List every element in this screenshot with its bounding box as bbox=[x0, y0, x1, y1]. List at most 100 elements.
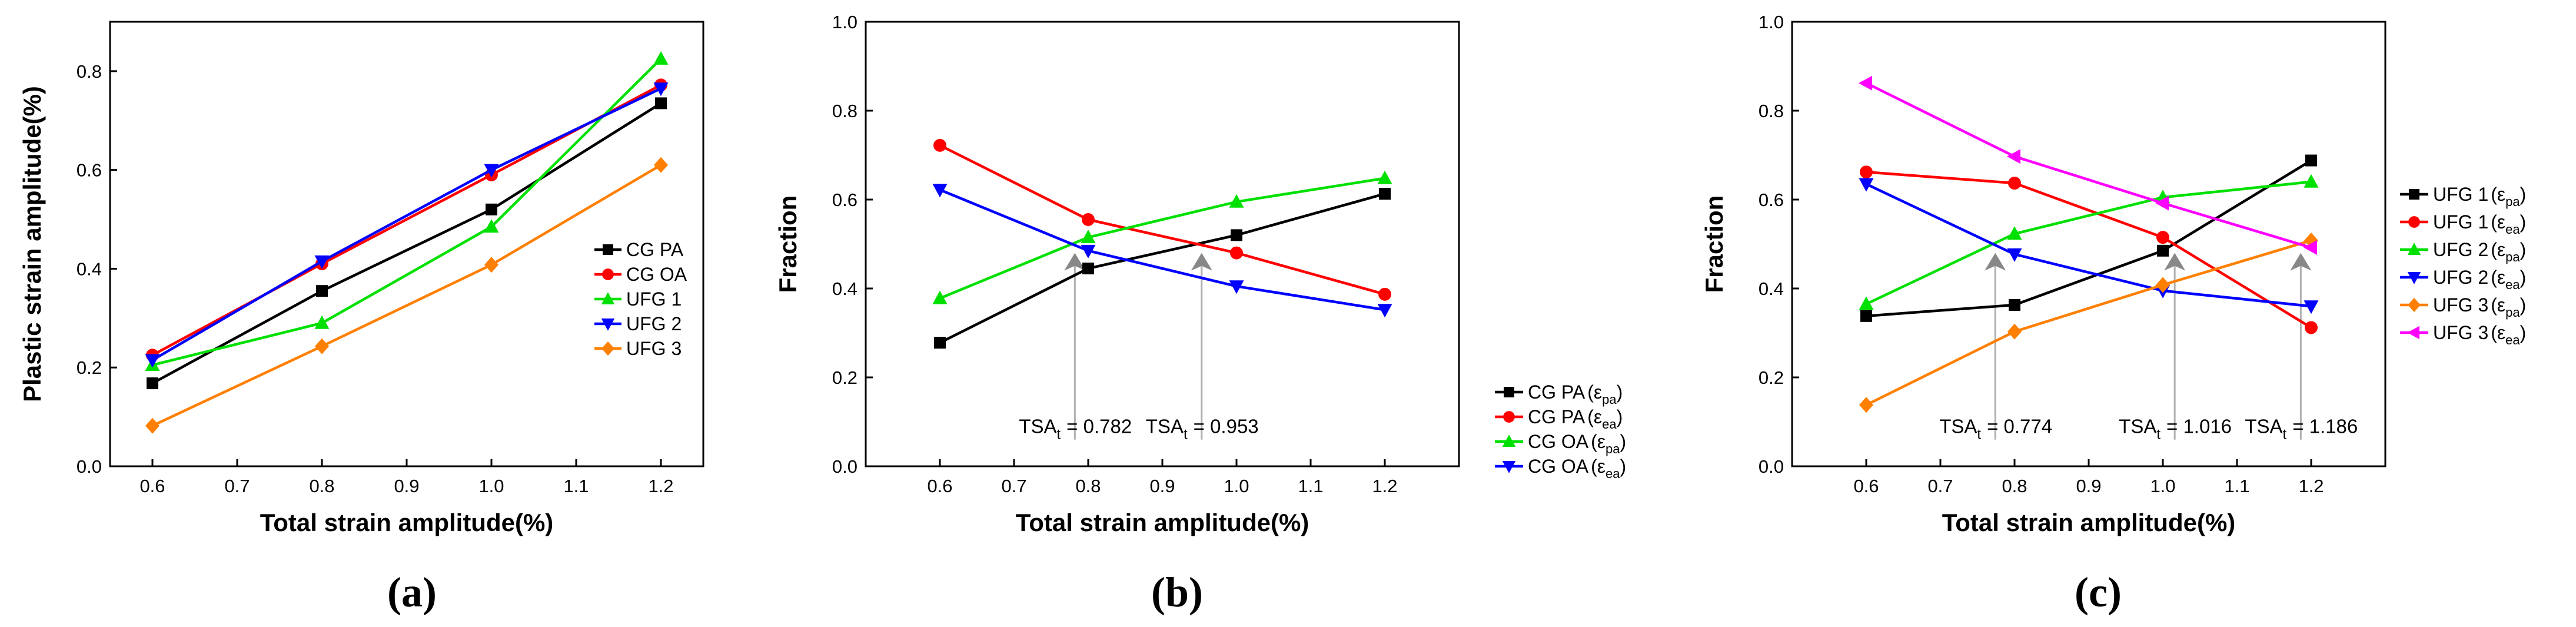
annotation-value: = 0.774 bbox=[1987, 415, 2052, 437]
data-point bbox=[1860, 310, 1872, 322]
panel-label: (a) bbox=[387, 569, 437, 616]
series-line bbox=[939, 144, 1385, 296]
annotation-value: = 0.953 bbox=[1194, 415, 1259, 437]
legend-label: UFG 2 (εpa) bbox=[2433, 239, 2526, 264]
legend-marker bbox=[2409, 189, 2419, 200]
annotation-value: = 1.186 bbox=[2292, 415, 2358, 437]
legend-paren: (ε bbox=[2491, 322, 2505, 343]
x-tick-label: 0.8 bbox=[309, 476, 334, 496]
series-1 bbox=[1860, 165, 2318, 334]
data-point bbox=[2156, 277, 2170, 293]
legend-paren: ) bbox=[2520, 239, 2527, 260]
annotation-value: = 0.782 bbox=[1066, 415, 1132, 437]
series-0 bbox=[934, 188, 1391, 349]
series-4 bbox=[145, 157, 668, 434]
series-0 bbox=[1860, 154, 2317, 322]
panel-label: (c) bbox=[2075, 569, 2122, 616]
data-point bbox=[486, 203, 497, 215]
data-point bbox=[147, 377, 158, 390]
x-tick-label: 0.7 bbox=[1927, 476, 1953, 496]
annotation-sub: t bbox=[2156, 426, 2160, 442]
data-point bbox=[314, 315, 330, 329]
legend-paren: (ε bbox=[1587, 406, 1602, 427]
y-axis-title: Fraction bbox=[1700, 195, 1728, 293]
data-point bbox=[2304, 174, 2319, 188]
legend-name: UFG 1 bbox=[2433, 211, 2488, 233]
series-3 bbox=[145, 82, 669, 368]
series-2 bbox=[145, 51, 669, 371]
data-point bbox=[484, 257, 498, 273]
annotation-label: TSAt = 0.774 bbox=[1939, 415, 2052, 442]
annotation-value: = 1.016 bbox=[2166, 415, 2232, 437]
legend-label: UFG 1 (εpa) bbox=[2433, 184, 2526, 209]
series-line bbox=[152, 164, 662, 427]
y-tick-label: 1.0 bbox=[832, 12, 857, 32]
data-point bbox=[2008, 177, 2021, 190]
data-point bbox=[145, 417, 159, 434]
y-tick-label: 0.8 bbox=[1759, 101, 1784, 121]
panel-label: (b) bbox=[1151, 569, 1203, 616]
data-point bbox=[1229, 194, 1244, 208]
y-tick-label: 0.6 bbox=[77, 160, 102, 181]
data-point bbox=[484, 219, 499, 233]
annotation-label: TSAt = 1.186 bbox=[2245, 415, 2358, 442]
annotation-label: TSAt = 0.953 bbox=[1146, 415, 1259, 442]
data-point bbox=[653, 82, 669, 97]
x-axis-title: Total strain amplitude(%) bbox=[1016, 509, 1309, 536]
legend-paren: ) bbox=[2520, 322, 2527, 343]
arrow-head bbox=[1191, 253, 1212, 271]
data-point bbox=[653, 51, 669, 65]
y-tick-label: 1.0 bbox=[1759, 12, 1784, 32]
legend-marker bbox=[1502, 461, 1516, 473]
legend-paren: ) bbox=[1617, 406, 1623, 427]
series-line bbox=[1866, 239, 2312, 406]
x-tick-label: 1.2 bbox=[2298, 476, 2324, 496]
legend-marker bbox=[601, 341, 614, 356]
legend-sub: pa bbox=[1602, 392, 1617, 407]
legend-name: CG PA bbox=[1528, 381, 1586, 403]
x-tick-label: 0.9 bbox=[1149, 476, 1175, 496]
series-0 bbox=[147, 97, 667, 390]
y-axis-title: Fraction bbox=[774, 195, 802, 293]
legend-name: CG OA bbox=[626, 264, 687, 285]
legend-label: CG PA (εpa) bbox=[1528, 381, 1623, 407]
data-point bbox=[2305, 321, 2318, 334]
legend-name: CG PA bbox=[626, 239, 684, 260]
legend-marker bbox=[2407, 326, 2419, 340]
data-point bbox=[655, 97, 667, 110]
x-tick-label: 0.7 bbox=[1001, 476, 1026, 496]
series-line bbox=[939, 193, 1385, 344]
data-point bbox=[1229, 280, 1244, 294]
legend-label: UFG 1 bbox=[626, 288, 682, 310]
annotation-sub: t bbox=[2283, 426, 2287, 442]
legend-marker bbox=[1504, 387, 1514, 397]
legend-marker bbox=[601, 292, 615, 304]
annotation-arrow: TSAt = 0.953 bbox=[1146, 253, 1259, 442]
series-line bbox=[151, 87, 662, 361]
x-tick-label: 1.0 bbox=[1224, 476, 1249, 496]
legend: CG PA CG OA UFG 1 UFG 2 UFG 3 bbox=[594, 239, 687, 359]
data-point bbox=[2007, 149, 2020, 164]
legend-sub: pa bbox=[2505, 250, 2520, 264]
annotation-tsa: TSA bbox=[1019, 415, 1056, 437]
data-point bbox=[1859, 75, 1872, 91]
data-point bbox=[1859, 296, 1874, 310]
legend-name: CG OA bbox=[1528, 456, 1589, 477]
series-line bbox=[1866, 82, 2312, 249]
legend-name: CG OA bbox=[1528, 431, 1589, 452]
data-point bbox=[1859, 178, 1874, 192]
legend-paren: ) bbox=[2520, 267, 2527, 288]
series-2 bbox=[1859, 174, 2319, 310]
annotation-tsa: TSA bbox=[1146, 415, 1184, 437]
legend-name: UFG 3 bbox=[626, 338, 682, 359]
legend-label: CG OA bbox=[626, 264, 687, 285]
legend-label: UFG 3 (εpa) bbox=[2433, 294, 2526, 320]
x-tick-label: 1.2 bbox=[648, 476, 673, 496]
chart-panel-a: 0.6 0.7 0.8 0.9 1.0 1.1 1.2 0.0 0.2 0.4 0.6 0.8 Tota… bbox=[18, 21, 704, 616]
annotation-tsa: TSA bbox=[1939, 415, 1977, 437]
legend-paren: ) bbox=[2520, 294, 2527, 316]
legend-name: UFG 2 bbox=[626, 313, 682, 334]
x-tick-label: 1.0 bbox=[478, 476, 504, 496]
y-tick-label: 0.8 bbox=[77, 61, 102, 82]
y-tick-label: 0.2 bbox=[1759, 367, 1784, 388]
